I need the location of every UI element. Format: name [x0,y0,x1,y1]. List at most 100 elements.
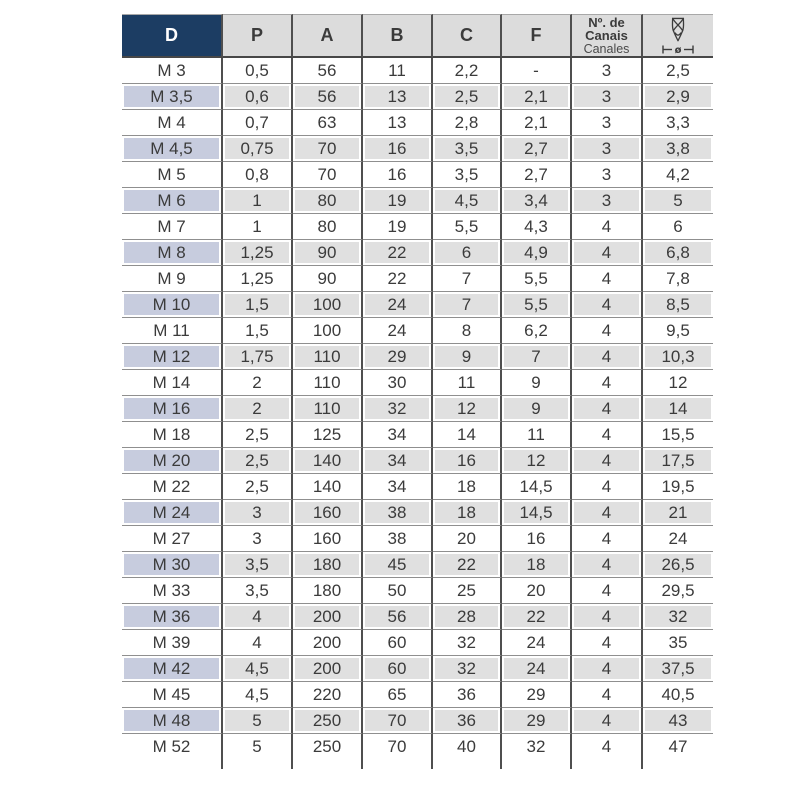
cell-thread-size: M 27 [122,526,223,552]
table-cell: 56 [293,58,363,84]
table-row: M 8 1,25 90 22 6 4,9 4 6,8 [122,240,713,266]
table-cell: 8 [433,318,502,344]
table-cell: 19 [363,214,433,240]
table-cell: 29,5 [643,578,713,604]
table-row: M 27 3 160 38 20 16 4 24 [122,526,713,552]
table-cell: 20 [433,526,502,552]
spec-table-body: M 3 0,5 56 11 2,2-3 2,5 M 3,5 0,6 56 13 2,5 2,1 3 2,9… [122,58,713,769]
table-cell: 4 [572,734,643,760]
table-cell: 2,2 [433,58,502,84]
col-header-diameter: ø [643,14,713,58]
table-row: M 30 3,5 180 45 22 18 4 26,5 [122,552,713,578]
table-cell: 4 [572,292,643,318]
table-cell: 19 [363,188,433,214]
table-cell: 5,5 [502,292,572,318]
col-header-b: B [363,14,433,58]
table-cell: 70 [293,136,363,162]
table-cell: 90 [293,240,363,266]
table-cell: 56 [363,604,433,630]
table-cell: 80 [293,214,363,240]
table-cell: 1 [223,188,293,214]
table-cell: 110 [293,396,363,422]
table-cell: 2,5 [223,448,293,474]
table-cell: 45 [363,552,433,578]
table-cell: 32 [433,630,502,656]
cell-thread-size: M 3 [122,58,223,84]
table-cell: 2,1 [502,84,572,110]
table-cell: 100 [293,292,363,318]
table-cell: 9 [502,370,572,396]
table-cell: 110 [293,370,363,396]
table-cell: 47 [643,734,713,760]
table-cell: 4 [572,552,643,578]
table-cell: 38 [363,500,433,526]
table-cell: 34 [363,422,433,448]
table-cell: 56 [293,84,363,110]
table-cell: 2,9 [643,84,713,110]
table-cell: 3 [572,188,643,214]
table-cell: 3,5 [223,552,293,578]
table-cell: 24 [363,292,433,318]
table-cell: 6,8 [643,240,713,266]
cell-thread-size: M 45 [122,682,223,708]
table-cell: 7 [502,344,572,370]
table-cell: 25 [433,578,502,604]
cell-thread-size: M 52 [122,734,223,760]
table-row: M 20 2,5 140 34 16 12 4 17,5 [122,448,713,474]
table-row: M 7 1 80 19 5,5 4,3 4 6 [122,214,713,240]
table-cell: 12 [433,396,502,422]
spec-table: D P A B C F Nº. de Canais Canales [122,14,713,769]
table-cell: 13 [363,84,433,110]
cell-thread-size: M 8 [122,240,223,266]
table-cell: 34 [363,474,433,500]
cell-thread-size: M 36 [122,604,223,630]
table-cell: 180 [293,552,363,578]
cell-thread-size: M 20 [122,448,223,474]
table-cell: 6,2 [502,318,572,344]
table-cell: 2,5 [643,58,713,84]
cell-thread-size: M 42 [122,656,223,682]
table-cell: 0,5 [223,58,293,84]
table-cell: 14 [433,422,502,448]
table-cell: 17,5 [643,448,713,474]
table-cell: 35 [643,630,713,656]
table-cell: 16 [363,136,433,162]
table-cell: 1,75 [223,344,293,370]
table-cell: 24 [643,526,713,552]
table-cell: 32 [363,396,433,422]
table-cell: 70 [363,708,433,734]
table-cell: 36 [433,682,502,708]
table-cell: 4 [572,240,643,266]
table-cell: 2,8 [433,110,502,136]
table-cell: 0,7 [223,110,293,136]
table-cell: 5 [223,734,293,760]
table-cell: 125 [293,422,363,448]
table-cell: 29 [363,344,433,370]
table-cell: 0,6 [223,84,293,110]
table-cell: 16 [433,448,502,474]
table-cell: 180 [293,578,363,604]
cell-thread-size: M 11 [122,318,223,344]
table-cell: 38 [363,526,433,552]
table-row: M 24 3 160 38 18 14,5 4 21 [122,500,713,526]
col-header-p: P [223,14,293,58]
cell-thread-size: M 9 [122,266,223,292]
table-cell: 32 [502,734,572,760]
table-cell: 4,9 [502,240,572,266]
cell-thread-size: M 33 [122,578,223,604]
table-cell: 140 [293,448,363,474]
table-cell: 60 [363,656,433,682]
table-cell: 2,5 [223,422,293,448]
table-row: M 3,5 0,6 56 13 2,5 2,1 3 2,9 [122,84,713,110]
header-row: D P A B C F Nº. de Canais Canales [122,14,713,58]
table-cell: 4 [572,708,643,734]
table-row: M 5 0,8 70 16 3,5 2,7 3 4,2 [122,162,713,188]
table-cell: 160 [293,500,363,526]
table-cell: 29 [502,682,572,708]
table-cell: 9 [433,344,502,370]
table-cell: 3 [223,526,293,552]
table-cell: 50 [363,578,433,604]
cell-thread-size: M 6 [122,188,223,214]
table-cell: 70 [363,734,433,760]
table-cell: 5 [223,708,293,734]
